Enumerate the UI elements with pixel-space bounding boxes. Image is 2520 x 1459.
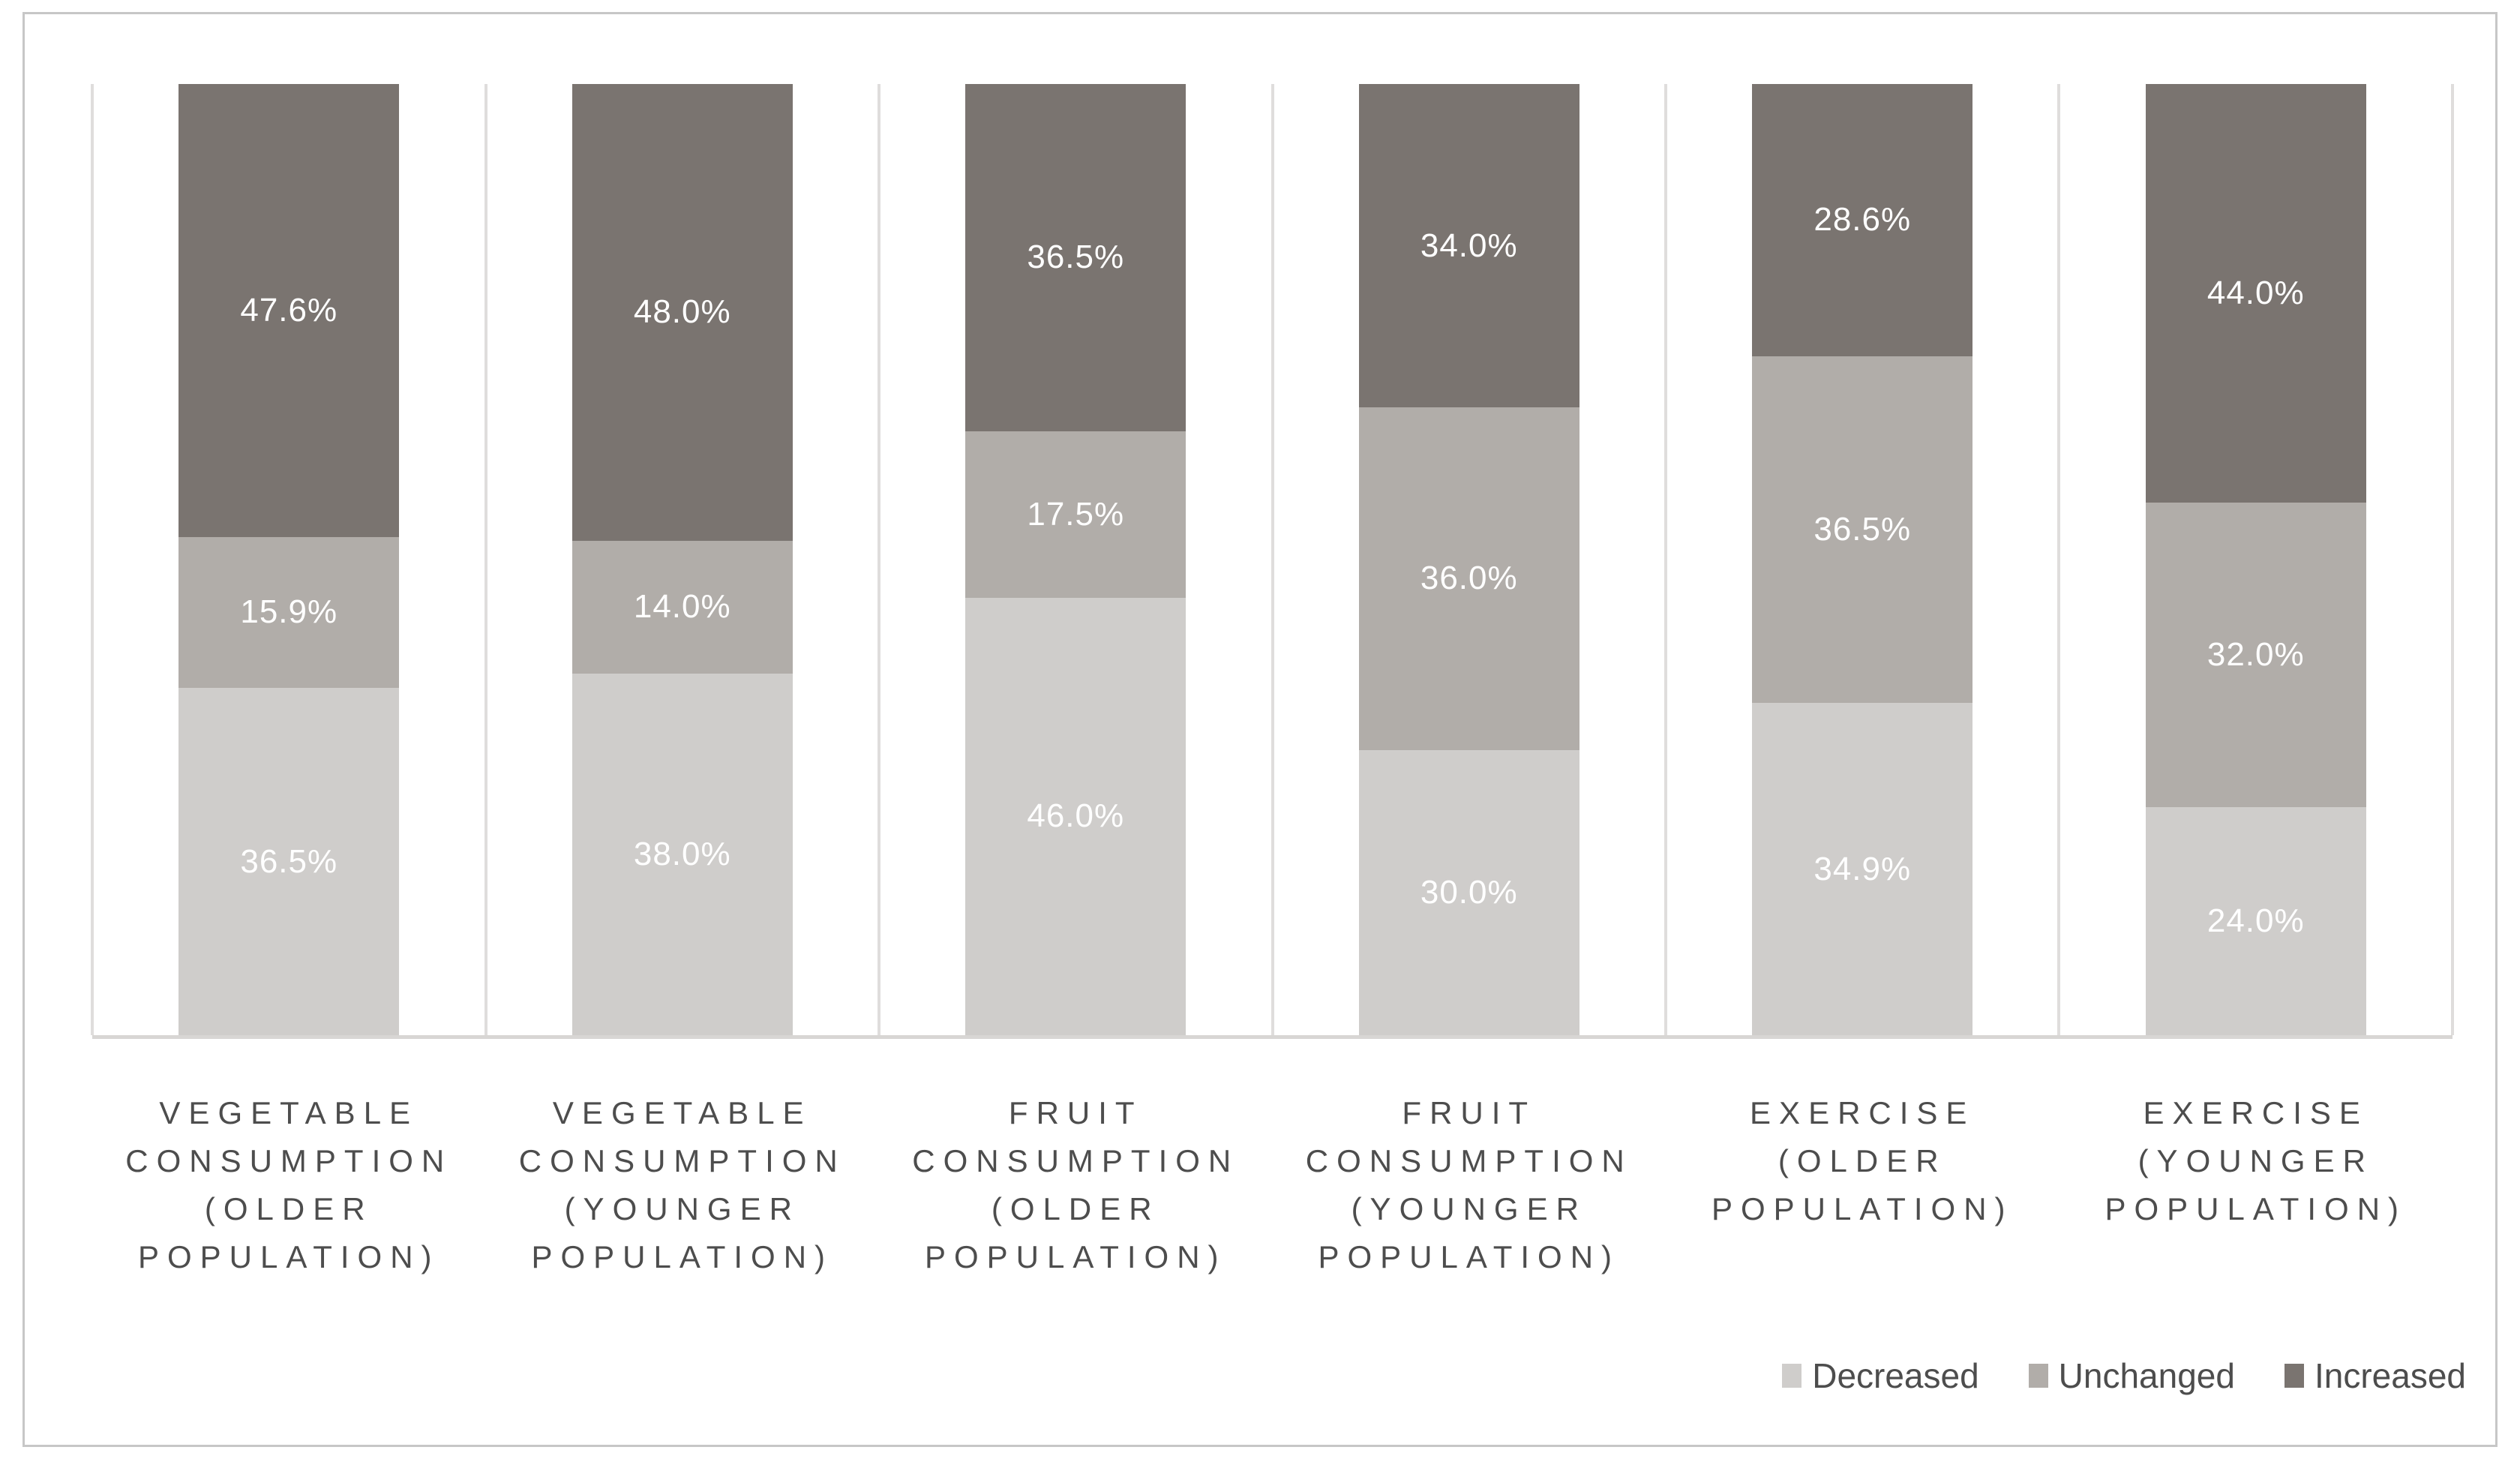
- legend-item-unchanged: Unchanged: [2028, 1355, 2235, 1396]
- category-gridline: [2057, 84, 2061, 1035]
- category-gridline: [1664, 84, 1667, 1035]
- data-label: 46.0%: [1027, 797, 1125, 835]
- segment-increased: 36.5%: [965, 84, 1186, 431]
- category-exercise-younger: 44.0% 32.0% 24.0%: [2060, 84, 2453, 1035]
- data-label: 17.5%: [1027, 495, 1125, 533]
- segment-increased: 44.0%: [2145, 84, 2366, 503]
- x-axis-label-exercise-older: EXERCISE (OLDER POPULATION): [1711, 1095, 2014, 1226]
- category-vegetable-younger: 48.0% 14.0% 38.0%: [486, 84, 880, 1035]
- bar-exercise-younger: 44.0% 32.0% 24.0%: [2145, 84, 2366, 1035]
- x-axis-line: [92, 1035, 2452, 1039]
- data-label: 14.0%: [633, 588, 731, 626]
- data-label: 36.0%: [1420, 560, 1518, 597]
- bar-fruit-younger: 34.0% 36.0% 30.0%: [1358, 84, 1580, 1035]
- data-label: 36.5%: [1027, 239, 1125, 276]
- bar-vegetable-younger: 48.0% 14.0% 38.0%: [572, 84, 793, 1035]
- segment-increased: 48.0%: [572, 84, 793, 541]
- x-axis-labels: VEGETABLE CONSUMPTION (OLDER POPULATION)…: [92, 1089, 2452, 1281]
- category-gridline: [877, 84, 880, 1035]
- data-label: 38.0%: [633, 836, 731, 873]
- legend-label-unchanged: Unchanged: [2058, 1356, 2235, 1395]
- segment-unchanged: 15.9%: [178, 536, 400, 689]
- segment-decreased: 30.0%: [1358, 749, 1580, 1035]
- segment-decreased: 38.0%: [572, 674, 793, 1035]
- x-axis-label-fruit-younger: FRUIT CONSUMPTION (YOUNGER POPULATION): [1305, 1095, 1633, 1274]
- segment-decreased: 24.0%: [2145, 806, 2366, 1035]
- x-axis-label-vegetable-older: VEGETABLE CONSUMPTION (OLDER POPULATION): [125, 1095, 453, 1274]
- legend-label-decreased: Decreased: [1812, 1356, 1979, 1395]
- segment-decreased: 46.0%: [965, 597, 1186, 1035]
- legend: Decreased Unchanged Increased: [1782, 1352, 2466, 1400]
- segment-increased: 28.6%: [1752, 84, 1973, 356]
- legend-marker-increased: [2284, 1364, 2304, 1388]
- data-label: 34.9%: [1814, 850, 1912, 887]
- category-exercise-older: 28.6% 36.5% 34.9%: [1666, 84, 2060, 1035]
- data-label: 28.6%: [1814, 201, 1912, 239]
- segment-increased: 34.0%: [1358, 84, 1580, 408]
- plot-area: 47.6% 15.9% 36.5% 48.0% 14.0% 38.0% 36.5…: [91, 84, 2454, 1039]
- data-label: 47.6%: [240, 291, 338, 329]
- bars-container: 47.6% 15.9% 36.5% 48.0% 14.0% 38.0% 36.5…: [92, 84, 2452, 1035]
- legend-marker-unchanged: [2028, 1364, 2048, 1388]
- x-axis-label-exercise-younger: EXERCISE (YOUNGER POPULATION): [2104, 1095, 2408, 1226]
- segment-decreased: 36.5%: [178, 688, 400, 1035]
- x-axis-label-vegetable-younger: VEGETABLE CONSUMPTION (YOUNGER POPULATIO…: [518, 1095, 846, 1274]
- bar-vegetable-older: 47.6% 15.9% 36.5%: [178, 84, 400, 1035]
- segment-unchanged: 36.0%: [1358, 407, 1580, 750]
- category-vegetable-older: 47.6% 15.9% 36.5%: [92, 84, 486, 1035]
- data-label: 34.0%: [1420, 227, 1518, 264]
- legend-item-decreased: Decreased: [1782, 1355, 1979, 1396]
- figure-border: [22, 12, 2498, 1447]
- segment-unchanged: 32.0%: [2145, 502, 2366, 807]
- data-label: 24.0%: [2206, 902, 2305, 939]
- segment-unchanged: 14.0%: [572, 540, 793, 674]
- segment-increased: 47.6%: [178, 84, 400, 537]
- category-fruit-older: 36.5% 17.5% 46.0%: [879, 84, 1273, 1035]
- category-gridline: [2451, 84, 2454, 1035]
- data-label: 15.9%: [240, 593, 338, 631]
- legend-marker-decreased: [1782, 1364, 1802, 1388]
- data-label: 36.5%: [1814, 511, 1912, 548]
- legend-label-increased: Increased: [2314, 1356, 2466, 1395]
- data-label: 48.0%: [633, 293, 731, 331]
- segment-unchanged: 17.5%: [965, 431, 1186, 598]
- data-label: 30.0%: [1420, 873, 1518, 911]
- data-label: 44.0%: [2206, 274, 2305, 311]
- category-fruit-younger: 34.0% 36.0% 30.0%: [1273, 84, 1666, 1035]
- segment-decreased: 34.9%: [1752, 703, 1973, 1035]
- x-axis-label-fruit-older: FRUIT CONSUMPTION (OLDER POPULATION): [912, 1095, 1240, 1274]
- bar-exercise-older: 28.6% 36.5% 34.9%: [1752, 84, 1973, 1035]
- category-gridline: [484, 84, 488, 1035]
- data-label: 32.0%: [2206, 635, 2305, 673]
- data-label: 36.5%: [240, 842, 338, 880]
- legend-item-increased: Increased: [2284, 1355, 2466, 1396]
- segment-unchanged: 36.5%: [1752, 356, 1973, 704]
- category-gridline: [91, 84, 94, 1035]
- category-gridline: [1270, 84, 1274, 1035]
- bar-fruit-older: 36.5% 17.5% 46.0%: [965, 84, 1186, 1035]
